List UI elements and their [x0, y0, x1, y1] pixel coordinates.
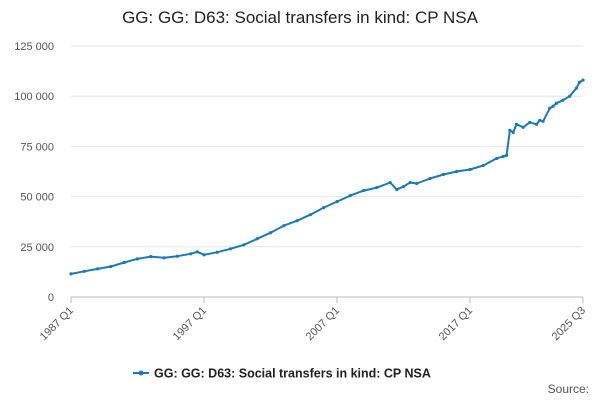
data-point	[82, 269, 86, 273]
data-point	[468, 167, 472, 172]
x-tick-label: 1997 Q1	[171, 305, 209, 343]
data-point	[335, 200, 339, 204]
data-point	[561, 98, 565, 102]
x-tick-label: 2025 Q3	[550, 305, 588, 343]
data-point	[504, 153, 509, 158]
data-point	[322, 206, 326, 210]
data-point	[508, 128, 512, 132]
data-point	[538, 118, 542, 122]
legend-marker	[138, 370, 144, 376]
data-point	[122, 260, 126, 265]
data-point	[215, 250, 219, 254]
data-point	[308, 213, 312, 217]
data-point	[408, 180, 412, 185]
chart-title: GG: GG: D63: Social transfers in kind: C…	[122, 8, 478, 27]
data-point	[578, 80, 582, 84]
data-point	[568, 94, 572, 98]
data-point	[388, 180, 392, 185]
y-tick-label: 0	[48, 292, 54, 304]
data-point	[162, 256, 166, 260]
data-point	[541, 119, 545, 123]
data-point	[415, 181, 419, 186]
data-point	[494, 156, 499, 161]
data-point	[242, 243, 246, 247]
data-point	[295, 219, 299, 223]
data-point	[428, 176, 432, 181]
data-point	[455, 169, 459, 174]
data-point	[395, 187, 399, 192]
data-point	[149, 255, 153, 259]
x-tick-label: 2017 Q1	[437, 305, 475, 343]
data-point	[228, 247, 233, 251]
data-point	[521, 125, 525, 129]
data-point	[189, 252, 193, 256]
data-point	[511, 130, 515, 134]
x-tick-label: 2007 Q1	[304, 305, 342, 343]
data-point	[282, 224, 286, 228]
data-point	[534, 122, 539, 126]
data-point	[574, 86, 578, 90]
data-point	[548, 106, 552, 110]
source-label: Source:	[548, 382, 589, 396]
data-point	[551, 104, 555, 108]
data-point	[195, 250, 199, 254]
data-point	[401, 184, 406, 189]
data-point	[528, 120, 532, 124]
data-point	[375, 185, 379, 190]
data-point	[361, 188, 366, 193]
y-tick-label: 75 000	[20, 141, 54, 153]
legend-label: GG: GG: D63: Social transfers in kind: C…	[154, 367, 431, 381]
data-point	[135, 257, 140, 261]
data-point	[268, 231, 273, 235]
y-tick-label: 125 000	[14, 41, 54, 53]
data-point	[348, 193, 352, 198]
data-point	[202, 253, 206, 257]
data-point	[255, 237, 259, 241]
data-point	[175, 254, 179, 258]
data-point	[514, 122, 519, 126]
y-tick-label: 25 000	[20, 242, 54, 254]
data-point	[581, 78, 585, 82]
data-point	[554, 101, 559, 105]
y-tick-label: 100 000	[14, 91, 54, 103]
data-point	[109, 264, 113, 269]
x-tick-label: 1987 Q1	[38, 305, 76, 343]
series-line	[70, 79, 584, 275]
y-tick-label: 50 000	[20, 192, 54, 204]
data-point	[95, 267, 100, 271]
legend: GG: GG: D63: Social transfers in kind: C…	[133, 367, 431, 381]
data-point	[501, 154, 505, 159]
data-point	[481, 163, 485, 168]
data-point	[441, 172, 445, 177]
data-point	[69, 272, 73, 276]
